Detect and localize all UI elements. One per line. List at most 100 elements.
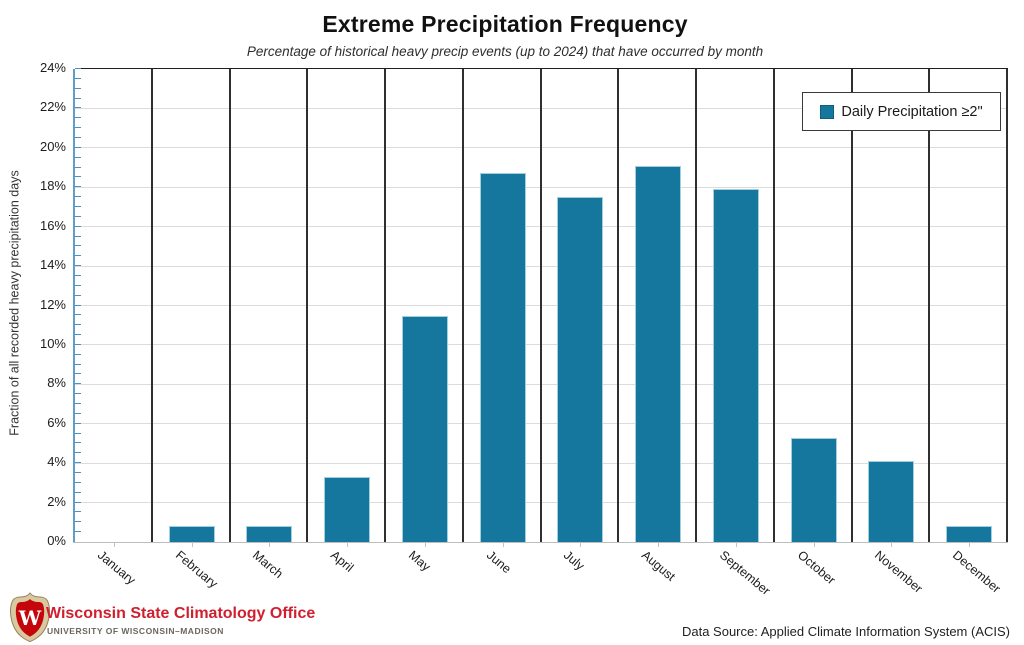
y-minor-tick	[75, 284, 81, 286]
x-tick	[269, 542, 271, 547]
y-minor-tick	[75, 412, 81, 414]
h-gridline	[75, 186, 1008, 188]
legend-label: Daily Precipitation ≥2"	[841, 103, 983, 120]
y-tick-label: 6%	[47, 414, 66, 430]
x-tick	[191, 542, 193, 547]
x-axis-label: August	[639, 548, 678, 584]
y-tick-label: 2%	[47, 493, 66, 509]
x-axis-label: February	[172, 548, 220, 591]
month-separator	[617, 69, 620, 542]
y-minor-tick	[75, 472, 81, 474]
y-minor-tick	[75, 166, 81, 168]
y-minor-tick	[75, 294, 81, 296]
y-axis-title: Fraction of all recorded heavy precipita…	[7, 170, 22, 436]
y-tick-label: 14%	[39, 257, 66, 273]
bar-june	[479, 173, 526, 542]
bar-november	[868, 461, 915, 542]
y-minor-tick	[75, 274, 81, 276]
bar-april	[324, 476, 371, 542]
month-separator	[695, 69, 697, 542]
h-gridline	[75, 344, 1008, 346]
y-minor-tick	[75, 452, 81, 454]
y-minor-tick	[75, 442, 81, 444]
y-minor-tick	[75, 422, 81, 424]
month-separator	[928, 69, 931, 542]
x-tick	[735, 542, 737, 547]
bar-may	[401, 316, 448, 542]
legend: Daily Precipitation ≥2"	[802, 92, 1001, 131]
month-separator	[772, 69, 775, 542]
y-minor-tick	[75, 156, 81, 158]
y-minor-tick	[75, 107, 81, 109]
bar-july	[557, 197, 604, 542]
y-minor-tick	[75, 334, 81, 336]
plot-area: Daily Precipitation ≥2"	[73, 68, 1008, 547]
x-axis-label: December	[950, 548, 1004, 596]
bar-march	[246, 526, 293, 542]
month-separator	[1006, 69, 1008, 542]
y-minor-tick	[75, 196, 81, 198]
y-minor-tick	[75, 304, 81, 306]
x-tick	[113, 542, 115, 547]
y-tick-label: 8%	[47, 375, 66, 391]
y-tick-label: 24%	[39, 60, 66, 75]
x-tick	[424, 542, 426, 547]
bar-february	[168, 526, 215, 542]
y-minor-tick	[75, 77, 81, 79]
h-gridline	[75, 423, 1008, 425]
x-axis-label: July	[561, 548, 588, 574]
month-separator	[150, 69, 153, 542]
chart-subtitle: Percentage of historical heavy precip ev…	[246, 44, 764, 59]
y-minor-tick	[75, 403, 81, 405]
y-minor-tick	[75, 481, 81, 483]
y-tick-label: 20%	[39, 138, 66, 154]
y-minor-tick	[75, 215, 81, 217]
x-axis-label: June	[483, 548, 514, 577]
x-axis-label: November	[872, 548, 926, 596]
bar-october	[790, 437, 837, 542]
month-separator	[461, 69, 464, 542]
data-source-note: Data Source: Applied Climate Information…	[681, 624, 1010, 639]
y-minor-tick	[75, 186, 81, 188]
month-separator	[384, 69, 386, 542]
y-minor-tick	[75, 501, 81, 503]
y-minor-tick	[75, 146, 81, 148]
x-tick	[347, 542, 349, 547]
h-gridline	[75, 502, 1008, 504]
x-axis-line	[73, 541, 1008, 543]
y-minor-tick	[75, 117, 81, 119]
y-tick-label: 10%	[39, 335, 66, 351]
y-tick-label: 12%	[39, 296, 66, 312]
bar-september	[712, 189, 759, 542]
org-subtitle: UNIVERSITY OF WISCONSIN–MADISON	[47, 626, 224, 636]
h-gridline	[75, 305, 1008, 306]
y-tick-label: 0%	[47, 533, 66, 548]
y-minor-tick	[75, 176, 81, 178]
y-minor-tick	[75, 511, 81, 513]
y-minor-tick	[75, 521, 81, 523]
uw-crest-logo-icon: W	[9, 592, 51, 643]
org-name: Wisconsin State Climatology Office	[46, 605, 316, 622]
h-gridline	[75, 107, 1008, 109]
h-gridline	[75, 147, 1008, 149]
y-tick-label: 22%	[39, 99, 66, 115]
y-minor-tick	[75, 324, 81, 326]
month-separator	[228, 69, 231, 542]
y-minor-tick	[75, 363, 81, 365]
y-minor-tick	[75, 491, 81, 493]
month-separator	[850, 69, 853, 542]
x-axis-label: March	[250, 548, 286, 582]
y-minor-tick	[75, 245, 81, 247]
x-axis-label: January	[94, 548, 138, 588]
month-separator	[539, 69, 542, 542]
x-tick	[580, 542, 582, 547]
legend-swatch-icon	[820, 104, 835, 119]
x-axis-label: April	[328, 548, 357, 575]
bar-august	[635, 165, 682, 542]
y-minor-tick	[75, 225, 81, 227]
x-tick	[658, 542, 660, 547]
y-minor-tick	[75, 235, 81, 237]
x-tick	[502, 542, 504, 547]
y-minor-tick	[75, 432, 81, 434]
